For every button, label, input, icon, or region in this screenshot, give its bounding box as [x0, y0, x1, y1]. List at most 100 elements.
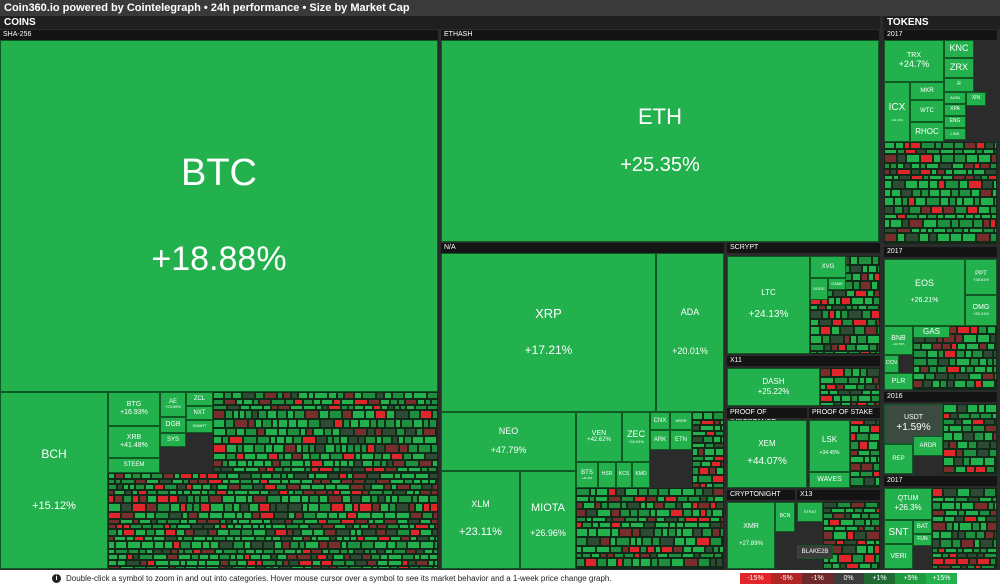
small-coin-tile[interactable] [386, 410, 395, 419]
small-coin-tile[interactable] [829, 390, 838, 395]
small-coin-tile[interactable] [927, 358, 938, 366]
small-coin-tile[interactable] [982, 373, 994, 380]
small-coin-tile[interactable] [423, 428, 436, 436]
small-coin-tile[interactable] [640, 558, 651, 567]
small-coin-tile[interactable] [340, 460, 348, 467]
small-coin-tile[interactable] [191, 554, 199, 560]
small-coin-tile[interactable] [867, 545, 874, 554]
small-coin-tile[interactable] [361, 541, 374, 549]
small-coin-tile[interactable] [296, 472, 305, 473]
small-coin-tile[interactable] [962, 425, 972, 432]
small-coin-tile[interactable] [376, 436, 382, 444]
small-coin-tile[interactable] [976, 149, 983, 154]
small-coin-tile[interactable] [921, 343, 932, 350]
small-coin-tile[interactable] [285, 399, 294, 405]
small-coin-tile[interactable] [819, 319, 832, 326]
small-coin-tile[interactable] [182, 512, 188, 519]
small-coin-tile[interactable] [810, 344, 824, 351]
small-coin-tile[interactable] [374, 541, 387, 549]
small-coin-tile[interactable] [377, 524, 387, 529]
small-coin-tile[interactable] [437, 467, 438, 472]
small-coin-tile[interactable] [324, 529, 336, 536]
tile-strat[interactable]: STRAT [797, 502, 823, 522]
small-coin-tile[interactable] [973, 473, 985, 474]
small-coin-tile[interactable] [831, 508, 845, 513]
small-coin-tile[interactable] [585, 558, 597, 567]
small-coin-tile[interactable] [278, 453, 284, 460]
small-coin-tile[interactable] [923, 219, 937, 228]
small-coin-tile[interactable] [347, 541, 361, 549]
small-coin-tile[interactable] [177, 490, 183, 495]
small-coin-tile[interactable] [714, 456, 724, 461]
small-coin-tile[interactable] [405, 460, 419, 467]
small-coin-tile[interactable] [276, 503, 288, 512]
small-coin-tile[interactable] [393, 460, 405, 467]
small-coin-tile[interactable] [929, 189, 940, 197]
small-coin-tile[interactable] [275, 529, 287, 536]
small-coin-tile[interactable] [367, 560, 377, 566]
tile-eos[interactable]: EOS +26.21% [884, 259, 965, 326]
small-coin-tile[interactable] [937, 219, 951, 228]
small-coin-tile[interactable] [244, 541, 251, 549]
small-coin-tile[interactable] [173, 541, 180, 549]
small-coin-tile[interactable] [248, 419, 255, 428]
small-coin-tile[interactable] [864, 297, 873, 305]
mosaic-sha256-right[interactable] [213, 392, 438, 473]
small-coin-tile[interactable] [976, 233, 990, 242]
small-coin-tile[interactable] [673, 546, 683, 553]
small-coin-tile[interactable] [979, 343, 987, 350]
small-coin-tile[interactable] [614, 553, 624, 558]
small-coin-tile[interactable] [328, 495, 342, 503]
small-coin-tile[interactable] [711, 461, 721, 467]
small-coin-tile[interactable] [217, 484, 228, 490]
small-coin-tile[interactable] [948, 373, 955, 380]
tile-ppt[interactable]: PPT +38.61% [965, 259, 997, 295]
small-coin-tile[interactable] [406, 549, 416, 554]
small-coin-tile[interactable] [866, 540, 875, 545]
small-coin-tile[interactable] [640, 502, 646, 509]
small-coin-tile[interactable] [826, 305, 832, 310]
small-coin-tile[interactable] [325, 444, 335, 453]
small-coin-tile[interactable] [120, 566, 134, 569]
small-coin-tile[interactable] [108, 524, 116, 529]
small-coin-tile[interactable] [692, 412, 703, 420]
small-coin-tile[interactable] [918, 214, 927, 219]
small-coin-tile[interactable] [856, 545, 867, 554]
small-coin-tile[interactable] [971, 189, 980, 197]
small-coin-tile[interactable] [876, 351, 880, 354]
mosaic-na-right[interactable] [692, 412, 724, 488]
small-coin-tile[interactable] [418, 495, 429, 503]
tile-ardr[interactable]: ARDR [670, 412, 692, 430]
small-coin-tile[interactable] [946, 228, 953, 233]
tile-icx[interactable]: ICX +62.13% [884, 82, 910, 142]
small-coin-tile[interactable] [146, 566, 157, 569]
small-coin-tile[interactable] [200, 503, 210, 512]
small-coin-tile[interactable] [858, 305, 867, 310]
small-coin-tile[interactable] [393, 549, 406, 554]
small-coin-tile[interactable] [640, 553, 650, 558]
small-coin-tile[interactable] [328, 473, 339, 479]
small-coin-tile[interactable] [114, 490, 125, 495]
small-coin-tile[interactable] [702, 528, 712, 537]
small-coin-tile[interactable] [721, 425, 724, 431]
tile-waves[interactable]: WAVES [809, 472, 850, 488]
small-coin-tile[interactable] [263, 405, 271, 410]
small-coin-tile[interactable] [208, 490, 216, 495]
small-coin-tile[interactable] [298, 392, 308, 399]
small-coin-tile[interactable] [935, 142, 942, 149]
small-coin-tile[interactable] [265, 536, 272, 541]
small-coin-tile[interactable] [115, 473, 124, 479]
small-coin-tile[interactable] [911, 228, 920, 233]
small-coin-tile[interactable] [966, 366, 974, 373]
tile-btc[interactable]: BTC +18.88% [0, 40, 438, 392]
small-coin-tile[interactable] [244, 554, 250, 560]
small-coin-tile[interactable] [425, 453, 438, 460]
small-coin-tile[interactable] [967, 553, 977, 558]
small-coin-tile[interactable] [237, 460, 247, 467]
tile-smart[interactable]: SMART [186, 420, 213, 433]
small-coin-tile[interactable] [328, 541, 341, 549]
tile-xvg[interactable]: XVG [810, 256, 846, 278]
small-coin-tile[interactable] [154, 484, 164, 490]
small-coin-tile[interactable] [851, 297, 864, 305]
small-coin-tile[interactable] [937, 214, 944, 219]
